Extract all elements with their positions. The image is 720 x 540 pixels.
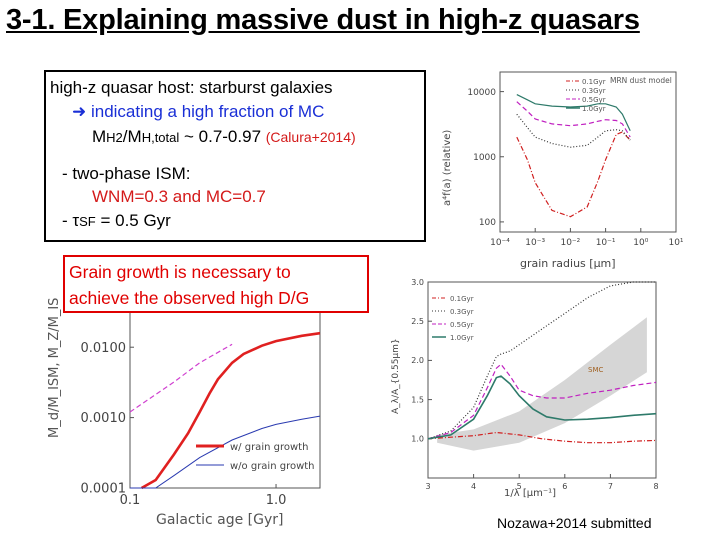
x-axis-label: Galactic age [Gyr]	[156, 512, 283, 528]
grain-size-legend: 0.1Gyr 0.3Gyr 0.5Gyr 1.0Gyr	[566, 78, 606, 113]
y-tick-label: 1.5	[411, 395, 424, 404]
extinction-legend: 0.1Gyr 0.3Gyr 0.5Gyr 1.0Gyr	[432, 295, 474, 342]
grain-growth-line-2: achieve the observed high D/G	[69, 288, 310, 308]
legend-label: 0.5Gyr	[450, 321, 474, 329]
mass-subscript: H,total	[141, 130, 180, 145]
x-tick-label: 10¹	[668, 238, 683, 248]
x-tick-label: 10⁻²	[560, 238, 580, 248]
x-axis-label: 1/λ [μm⁻¹]	[504, 488, 556, 499]
x-tick-label: 7	[608, 482, 613, 491]
grain-growth-line-1: Grain growth is necessary to	[69, 262, 291, 282]
chart-annotation: SMC	[588, 366, 603, 374]
y-tick-label: 0.0001	[81, 482, 127, 497]
x-tick-label: 0.1	[120, 493, 141, 508]
timescale-line: - τSF = 0.5 Gyr	[62, 211, 171, 231]
model-assumptions-box: high-z quasar host: starburst galaxies ➜…	[44, 70, 426, 242]
x-tick-label: 3	[425, 482, 430, 491]
arrow-icon: ➜	[72, 102, 87, 121]
grain-size-plot-frame	[499, 71, 677, 233]
y-tick-label: 1.0	[411, 435, 424, 444]
dust-mass-chart: 0.1 1.0 0.0001 0.0010 0.0100 w/ grain growth…	[47, 298, 321, 528]
extinction-chart: 3 4 5 6 7 8 1.0 1.5 2.0 2.5 3.0 0.1Gyr 0.3Gyr 0.5G…	[391, 278, 659, 499]
series-line	[130, 415, 321, 489]
x-tick-label: 5	[517, 482, 522, 491]
tau-symbol: τ	[72, 211, 80, 230]
dust-mass-plot-frame	[129, 298, 321, 489]
x-tick-label: 8	[653, 482, 658, 491]
legend-label: 0.5Gyr	[582, 96, 606, 104]
ism-fractions-line: WNM=0.3 and MC=0.7	[92, 187, 266, 206]
x-tick-label: 10⁻¹	[596, 238, 616, 248]
mass-ratio-line: MH2/MH,total ~ 0.7-0.97 (Calura+2014)	[92, 127, 356, 147]
x-tick-label: 6	[562, 482, 567, 491]
timescale-value: = 0.5 Gyr	[95, 211, 171, 230]
chart-annotation: MRN dust model	[610, 76, 672, 85]
y-axis-label: M_d/M_ISM, M_Z/M_ISM	[47, 298, 62, 438]
y-tick-label: 3.0	[411, 278, 424, 287]
legend-label: 0.1Gyr	[582, 78, 606, 86]
series-line	[427, 375, 657, 440]
y-axis-label: a⁴f(a) (relative)	[442, 130, 453, 206]
dust-mass-legend: w/ grain growth w/o grain growth	[196, 442, 315, 472]
extinction-plot-frame	[427, 281, 657, 479]
citation-credit: Nozawa+2014 submitted	[497, 515, 652, 531]
mass-subscript: H2	[106, 130, 123, 145]
y-tick-label: 0.0010	[81, 411, 127, 426]
legend-label: 1.0Gyr	[450, 334, 474, 342]
ism-line: - two-phase ISM:	[62, 164, 191, 183]
y-axis-label: A_λ/A_{0.55μm}	[391, 338, 401, 414]
series-line	[140, 331, 321, 490]
x-tick-label: 10⁻³	[525, 238, 545, 248]
mass-symbol: /M	[122, 127, 142, 146]
grain-size-chart: 10⁻⁴ 10⁻³ 10⁻² 10⁻¹ 10⁰ 10¹ 100 1000 10000 0.1Gy…	[442, 71, 684, 270]
legend-label: w/o grain growth	[230, 461, 315, 472]
x-tick-label: 10⁰	[633, 238, 648, 248]
legend-label: 0.3Gyr	[582, 87, 606, 95]
y-tick-label: 2.5	[411, 317, 424, 326]
series-line	[516, 131, 631, 218]
y-tick-label: 10000	[467, 88, 496, 98]
host-galaxy-line: high-z quasar host: starburst galaxies	[50, 78, 333, 97]
mc-fraction-text: indicating a high fraction of MC	[86, 102, 325, 121]
y-tick-label: 2.0	[411, 356, 424, 365]
series-line	[516, 94, 631, 132]
legend-label: 0.1Gyr	[450, 295, 474, 303]
legend-label: w/ grain growth	[230, 442, 308, 453]
slide-title: 3-1. Explaining massive dust in high-z q…	[6, 4, 640, 36]
mass-symbol: M	[92, 127, 107, 146]
mass-ratio-value: ~ 0.7-0.97	[179, 127, 266, 146]
y-tick-label: 1000	[473, 153, 496, 163]
tau-subscript: SF	[79, 214, 96, 229]
x-tick-label: 1.0	[266, 493, 287, 508]
citation: (Calura+2014)	[265, 129, 356, 145]
series-line	[129, 343, 233, 413]
y-tick-label: 100	[479, 218, 496, 228]
bullet-dash: -	[62, 211, 73, 230]
x-axis-label: grain radius [μm]	[520, 257, 616, 270]
mc-fraction-line: ➜ indicating a high fraction of MC	[72, 102, 324, 122]
x-tick-label: 10⁻⁴	[490, 238, 510, 248]
series-line	[427, 431, 657, 444]
grain-growth-box: Grain growth is necessary to achieve the…	[63, 255, 369, 313]
y-tick-label: 0.0100	[81, 341, 127, 356]
series-line	[427, 363, 657, 440]
legend-label: 1.0Gyr	[582, 105, 606, 113]
legend-label: 0.3Gyr	[450, 308, 474, 316]
x-tick-label: 4	[471, 482, 476, 491]
